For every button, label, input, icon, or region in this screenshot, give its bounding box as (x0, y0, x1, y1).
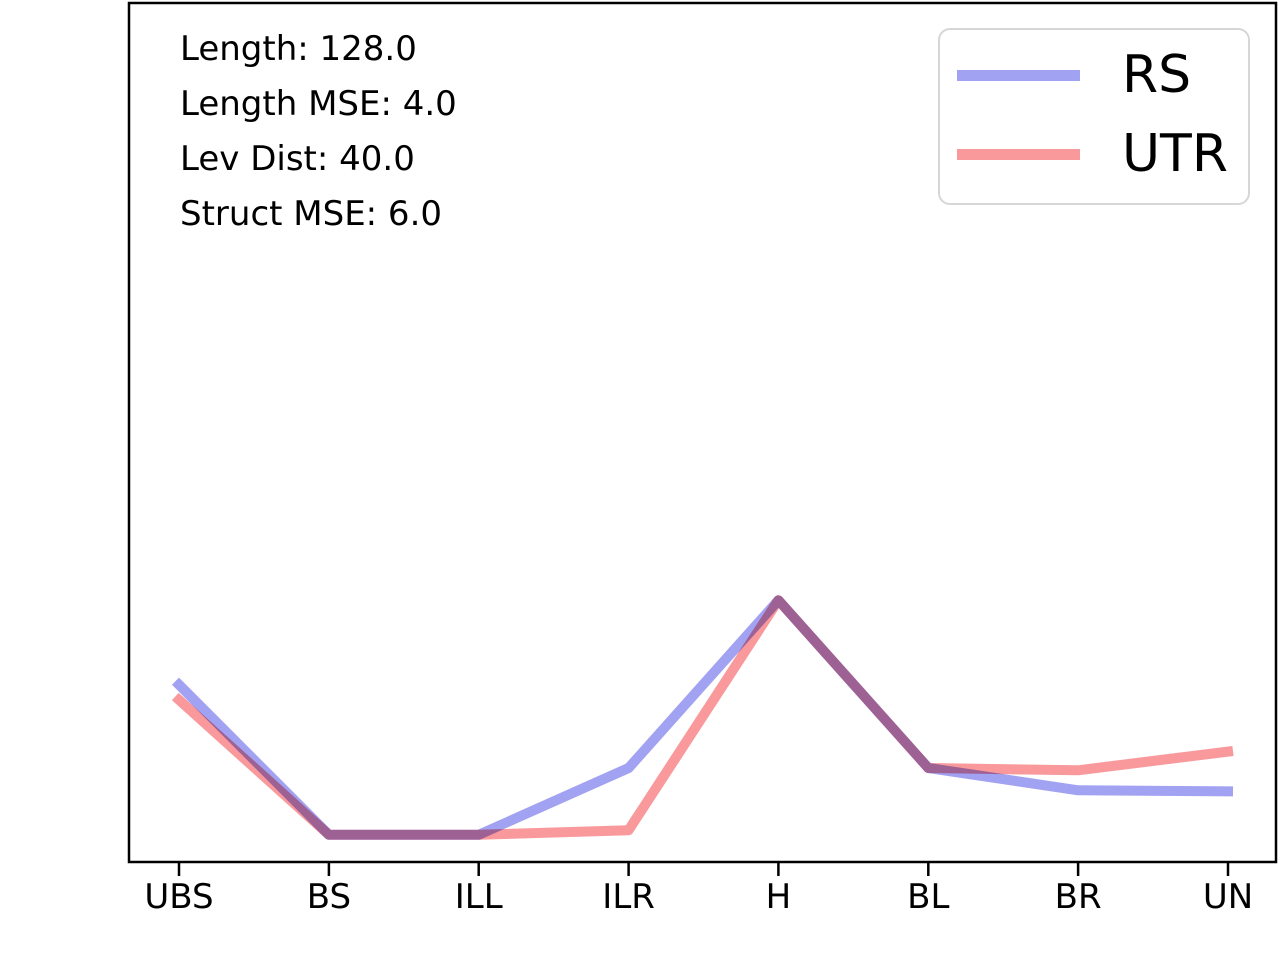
legend-swatch-utr (957, 148, 1080, 160)
annotation-line-2: Length MSE: 4.0 (180, 84, 457, 124)
x-axis-ticks (177, 863, 1230, 876)
x-tick-label-un: UN (1202, 877, 1254, 917)
x-tick-label-ilr: ILR (602, 877, 655, 917)
legend-box: RS UTR (938, 28, 1250, 205)
annotation-block: Length: 128.0 Length MSE: 4.0 Lev Dist: 40… (180, 22, 457, 242)
annotation-line-3: Lev Dist: 40.0 (180, 139, 415, 179)
x-tick-label-bs: BS (306, 877, 352, 917)
line-series-utr (171, 595, 1234, 840)
annotation-line-1: Length: 128.0 (180, 29, 417, 69)
x-tick-label-ill: ILL (454, 877, 503, 917)
legend-swatch-rs (957, 69, 1080, 81)
annotation-line-4: Struct MSE: 6.0 (180, 194, 443, 234)
x-tick-label-bl: BL (907, 877, 950, 917)
legend-item-utr: UTR (957, 121, 1228, 187)
x-tick-label-br: BR (1054, 877, 1102, 917)
legend-label-utr: UTR (1122, 124, 1228, 184)
x-tick-label-ubs: UBS (144, 877, 214, 917)
series-group (171, 595, 1234, 840)
legend-item-rs: RS (957, 42, 1228, 108)
plot-border (127, 1, 1278, 864)
x-tick-label-h: H (765, 877, 792, 917)
legend-label-rs: RS (1122, 45, 1192, 105)
